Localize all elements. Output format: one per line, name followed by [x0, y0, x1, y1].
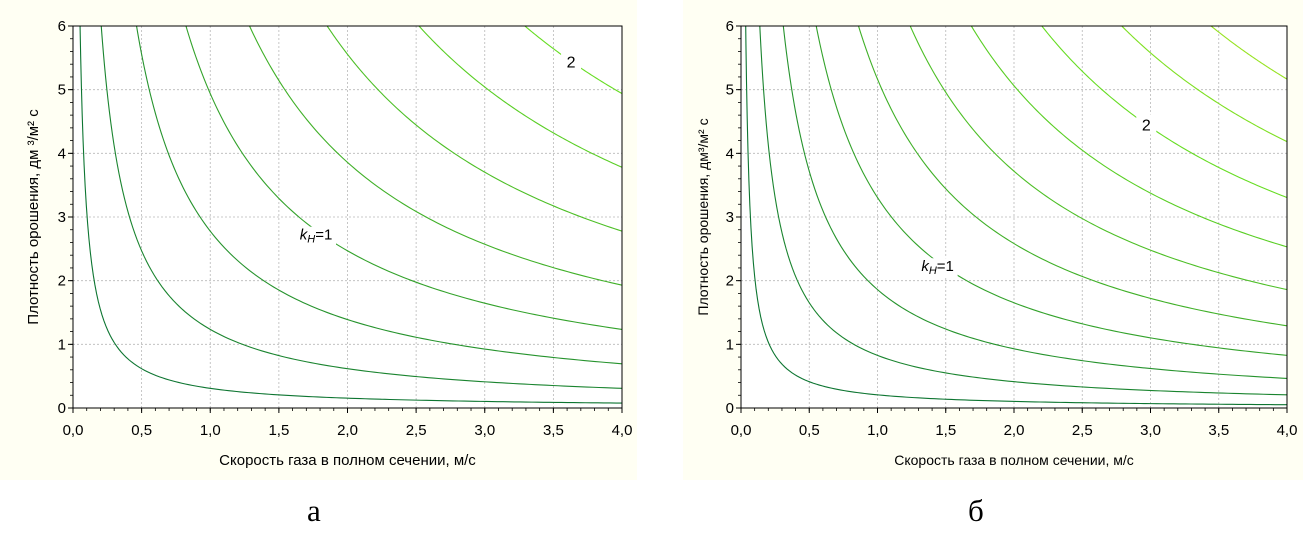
contour-line [248, 26, 622, 286]
y-tick-label: 6 [58, 18, 66, 35]
x-tick-label: 1,5 [268, 422, 289, 439]
y-tick-label: 0 [726, 400, 734, 417]
x-tick-label: 0,5 [131, 422, 152, 439]
contour-line [745, 26, 1287, 406]
contour-line [909, 26, 1287, 291]
contour-label-2: 2 [567, 54, 576, 71]
contour-line [759, 26, 1287, 396]
caption-a: а [307, 493, 321, 528]
contour-label-bg [917, 258, 958, 277]
contour-line [857, 26, 1287, 327]
y-axis-label: Плотность орошения, дм³/м² с [695, 118, 711, 315]
y-tick-label: 1 [726, 336, 734, 353]
y-tick-label: 6 [726, 18, 734, 35]
x-axis-label: Скорость газа в полном сечении, м/с [219, 452, 476, 469]
contour-line [815, 26, 1287, 356]
y-axis-label: Плотность орошения, дм ³/м² с [25, 109, 42, 325]
contour-line [524, 26, 622, 95]
x-axis-label: Скорость газа в полном сечении, м/с [894, 452, 1134, 468]
contour-label-bg [1136, 114, 1157, 135]
contour-line [601, 0, 629, 15]
y-tick-label: 3 [726, 209, 734, 226]
x-tick-label: 0,0 [63, 422, 84, 439]
contour-label-k: kН=1 [300, 227, 333, 246]
y-tick-label: 4 [58, 145, 66, 162]
y-tick-label: 4 [726, 145, 734, 162]
contour-line [782, 26, 1287, 379]
contour-line [970, 26, 1287, 248]
x-tick-label: 0,5 [799, 422, 820, 439]
y-tick-label: 5 [726, 82, 734, 99]
contour-line [1041, 26, 1287, 199]
contour-lines [745, 0, 1294, 406]
chart-panel-a: kН=1234560,00,51,01,52,02,53,03,54,00123… [0, 0, 637, 480]
contour-chart-b: kН=123450,00,51,01,52,02,53,03,54,001234… [695, 0, 1298, 468]
y-tick-label: 5 [58, 82, 66, 99]
contour-line [79, 26, 622, 404]
x-tick-label: 2,5 [1072, 422, 1093, 439]
contour-line [135, 26, 622, 365]
x-tick-label: 1,0 [867, 422, 888, 439]
contour-line [1120, 26, 1287, 143]
contour-line [1266, 0, 1294, 15]
x-tick-label: 3,5 [543, 422, 564, 439]
chart-panel-b: kН=123450,00,51,01,52,02,53,03,54,001234… [683, 0, 1303, 480]
x-tick-label: 4,0 [1277, 422, 1298, 439]
contour-lines [79, 0, 629, 404]
x-tick-label: 0,0 [731, 422, 752, 439]
contour-label-2: 2 [1142, 117, 1151, 134]
x-tick-label: 3,5 [1208, 422, 1229, 439]
y-tick-label: 2 [58, 273, 66, 290]
caption-b: б [968, 493, 984, 528]
contour-label-bg [296, 226, 337, 245]
y-tick-label: 1 [58, 336, 66, 353]
contour-line [326, 26, 622, 232]
contour-chart-a: kН=1234560,00,51,01,52,02,53,03,54,00123… [25, 0, 633, 469]
contour-line [1210, 26, 1287, 80]
x-tick-label: 4,0 [612, 422, 633, 439]
x-tick-label: 2,0 [337, 422, 358, 439]
y-tick-label: 2 [726, 273, 734, 290]
x-tick-label: 3,0 [1140, 422, 1161, 439]
x-tick-label: 2,5 [406, 422, 427, 439]
x-tick-label: 3,0 [474, 422, 495, 439]
contour-line [418, 26, 622, 168]
contour-label-k: kН=1 [921, 258, 954, 277]
contour-line [100, 26, 622, 389]
y-tick-label: 3 [58, 209, 66, 226]
x-tick-label: 1,5 [935, 422, 956, 439]
contour-label-bg [561, 51, 582, 72]
x-tick-label: 2,0 [1004, 422, 1025, 439]
y-tick-label: 0 [58, 400, 66, 417]
x-tick-label: 1,0 [200, 422, 221, 439]
